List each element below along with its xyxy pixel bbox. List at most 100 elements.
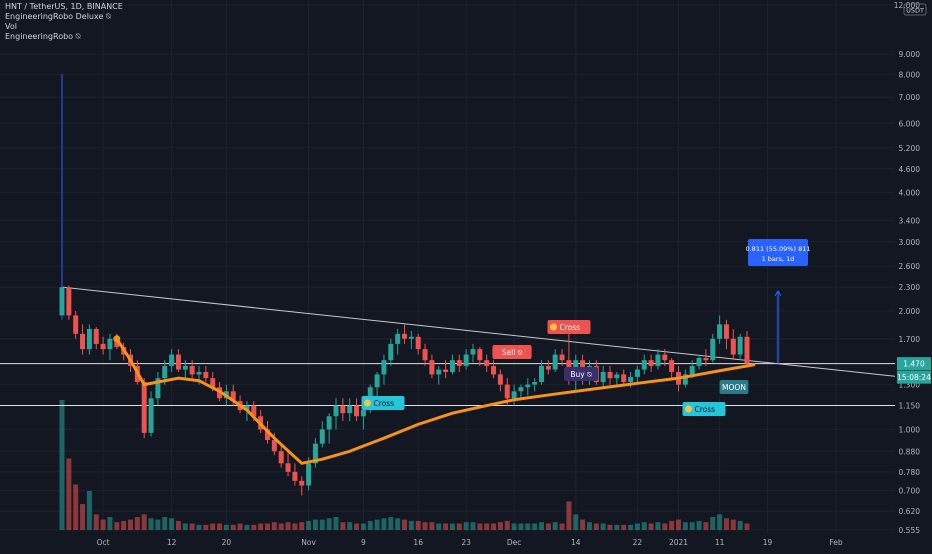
candle-body[interactable] [497,374,503,385]
buy-signal-badge[interactable]: Buy ⍉ [564,367,598,381]
candle-body[interactable] [73,315,79,334]
candle-body[interactable] [141,382,147,433]
candle-body[interactable] [504,384,510,399]
candle-body[interactable] [682,374,688,385]
candle-body[interactable] [532,382,538,385]
candle-body[interactable] [251,405,257,417]
candle-body[interactable] [703,357,709,361]
candle-body[interactable] [395,333,401,344]
sell-signal-badge[interactable]: Sell ⍉ [492,345,532,359]
candle-body[interactable] [689,365,695,375]
measure-tool[interactable]: 0.811 (55.09%) 811 1 bars, 1d [745,239,811,364]
candle-body[interactable] [710,338,716,361]
candle-body[interactable] [340,405,346,414]
candle-body[interactable] [86,329,92,350]
indicator-robo[interactable]: EngineeringRobo ⍉ [5,32,81,41]
candle-body[interactable] [203,371,209,379]
candle-body[interactable] [93,329,99,344]
indicator-volume[interactable]: Vol [5,22,17,31]
cross-badge[interactable]: Cross [547,320,591,334]
candle-body[interactable] [634,369,640,377]
candle-body[interactable] [169,354,175,366]
candle-body[interactable] [443,369,449,372]
candle-body[interactable] [518,387,524,392]
candle-body[interactable] [737,336,743,355]
candle-body[interactable] [470,349,476,355]
candle-body[interactable] [600,371,606,383]
candle-body[interactable] [189,365,195,375]
candle-body[interactable] [422,349,428,361]
candle-body[interactable] [477,349,483,361]
candle-body[interactable] [559,354,565,361]
candle-body[interactable] [730,338,736,355]
candle-body[interactable] [319,429,325,444]
candle-body[interactable] [59,287,65,316]
candle-body[interactable] [388,343,394,361]
candle-body[interactable] [374,374,380,388]
candle-body[interactable] [100,343,106,350]
candle-body[interactable] [107,338,113,350]
candle-body[interactable] [456,360,462,366]
candle-body[interactable] [669,360,675,372]
candle-body[interactable] [539,365,544,383]
candle-body[interactable] [484,360,490,366]
candle-body[interactable] [655,354,661,366]
candle-body[interactable] [306,463,312,486]
candle-body[interactable] [278,451,284,464]
candle-body[interactable] [696,357,702,366]
price-axis[interactable]: 12.000 9.000 8.000 7.000 6.000 5.200 4.600 4.00… [894,0,932,550]
candle-body[interactable] [717,324,723,339]
candle-body[interactable] [648,360,654,366]
candle-body[interactable] [175,354,181,370]
candle-body[interactable] [299,480,305,486]
candle-body[interactable] [525,384,531,388]
time-axis[interactable]: Oct 12 20 Nov 9 16 23 Dec 14 22 2021 11 19 Feb [0,533,895,550]
candle-body[interactable] [463,354,469,366]
candle-body[interactable] [326,416,332,430]
candle-body[interactable] [114,338,120,348]
candle-body[interactable] [402,333,407,339]
trendline[interactable] [61,286,932,384]
candle-body[interactable] [723,324,729,339]
candle-body[interactable] [182,365,188,370]
candle-body[interactable] [360,410,366,417]
candle-body[interactable] [312,443,318,464]
candle-body[interactable] [491,365,497,375]
candle-body[interactable] [155,378,161,399]
candle-body[interactable] [285,463,291,472]
candle-body[interactable] [621,374,627,383]
candle-body[interactable] [148,398,154,433]
candle-body[interactable] [292,471,298,481]
cross-badge[interactable]: Cross [361,396,405,410]
candle-body[interactable] [408,336,414,339]
candle-body[interactable] [744,336,750,364]
candle-body[interactable] [210,378,216,388]
candle-body[interactable] [230,391,236,402]
candle-body[interactable] [436,369,442,375]
candle-body[interactable] [415,336,421,350]
candle-body[interactable] [511,391,517,399]
candle-body[interactable] [265,429,270,441]
candle-body[interactable] [662,354,668,361]
cross-badge[interactable]: Cross [682,402,726,416]
candle-body[interactable] [244,405,250,411]
moon-badge[interactable]: MOON [719,380,749,394]
candle-body[interactable] [162,365,168,379]
symbol-title[interactable]: HNT / TetherUS, 1D, BINANCE [5,2,123,11]
candle-body[interactable] [449,360,455,372]
candle-body[interactable] [347,405,353,414]
ma-line[interactable] [115,337,756,465]
candle-body[interactable] [607,371,613,379]
indicator-deluxe[interactable]: EngineeringRobo Deluxe ⍉ [5,12,111,21]
candle-body[interactable] [271,440,277,452]
candle-body[interactable] [628,376,634,383]
candle-body[interactable] [333,405,339,417]
candle-body[interactable] [66,287,72,316]
candle-body[interactable] [196,371,202,375]
candle-body[interactable] [614,374,620,379]
candle-body[interactable] [381,360,387,375]
candle-body[interactable] [641,360,647,370]
candle-body[interactable] [545,365,551,370]
candle-body[interactable] [354,405,360,417]
